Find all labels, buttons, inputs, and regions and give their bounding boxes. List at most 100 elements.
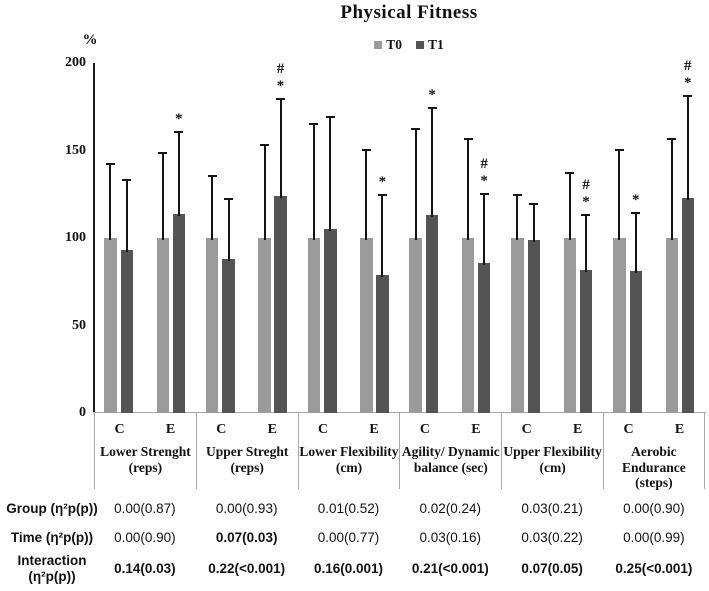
error-bar-cap (361, 148, 371, 151)
error-bar-cap (463, 138, 473, 141)
error-bar-cap (377, 194, 387, 197)
table-cell: 0.01(0.52) (317, 501, 380, 516)
error-bar-line (227, 197, 230, 261)
significance-annotation: * (684, 74, 692, 91)
category-box: C E Upper Streght (reps) (195, 413, 298, 489)
x-axis-baseline (92, 412, 706, 414)
table-row-label: Time (η²p(p)) (10, 530, 94, 545)
table-cell: 0.00(0.77) (317, 530, 380, 545)
error-bar-line (312, 122, 315, 240)
bar-t0 (156, 238, 169, 413)
legend-swatch-icon (374, 41, 383, 49)
group-label: E (165, 422, 176, 437)
error-bar-line (618, 148, 621, 240)
error-bar-line (211, 175, 214, 240)
error-bar-line (263, 143, 266, 240)
bar-t1 (222, 259, 235, 413)
error-bar-line (568, 171, 571, 240)
bar-t1 (629, 271, 642, 413)
table-cell: 0.22(<0.001) (208, 561, 286, 576)
bar-t0 (563, 238, 577, 413)
significance-annotation: * (378, 174, 387, 191)
category-box: C E Lower Strenght (reps) (94, 413, 196, 489)
category-box: C E Agility/ Dynamic balance (sec) (399, 413, 501, 489)
error-bar-line (161, 152, 164, 240)
error-bar-line (532, 203, 535, 242)
error-bar-cap (224, 197, 234, 200)
group-label: C (623, 422, 634, 437)
legend-label: T1 (428, 37, 444, 52)
error-bar-cap (512, 194, 522, 197)
error-bar-cap (325, 115, 335, 118)
table-cell: 0.21(<0.001) (411, 561, 489, 576)
bar-t0 (613, 238, 626, 413)
y-tick-label: 200 (65, 55, 86, 70)
category-box: C E Aerobic Endurance (steps) (603, 413, 705, 490)
bar-t1 (527, 239, 541, 413)
group-label: C (419, 422, 430, 437)
legend-label: T0 (386, 37, 402, 52)
error-bar-cap (683, 94, 693, 97)
error-bar-line (109, 162, 112, 240)
group-label: E (674, 422, 685, 437)
significance-annotation: # (684, 57, 692, 74)
significance-annotation: * (428, 86, 436, 103)
table-cell: 0.00(0.93) (215, 501, 278, 516)
group-label: C (521, 422, 532, 437)
error-bar-line (177, 131, 180, 216)
y-tick-label: 150 (65, 142, 86, 158)
bar-t0 (205, 238, 219, 413)
bar-t1 (120, 250, 133, 413)
bar-t0 (360, 238, 373, 413)
category-box: C E Lower Flexibility (cm) (297, 413, 400, 489)
table-cell: 0.16(0.001) (313, 561, 384, 576)
error-bar-cap (427, 106, 437, 109)
group-label: C (216, 422, 227, 437)
error-bar-line (584, 213, 587, 272)
error-bar-cap (411, 127, 421, 130)
category-label: Agility/ Dynamic balance (sec) (401, 444, 500, 475)
group-label: E (573, 422, 583, 437)
error-bar-cap (581, 213, 591, 216)
bar-t1 (477, 262, 491, 413)
error-bar-line (670, 138, 673, 240)
error-bar-cap (309, 122, 319, 125)
table-cell: 0.25(<0.001) (615, 561, 693, 576)
error-bar-line (279, 98, 282, 198)
bar-t1 (579, 269, 593, 413)
bar-t1 (274, 196, 287, 413)
table-cell: 0.00(0.87) (114, 501, 176, 516)
group-label: C (114, 422, 125, 437)
significance-annotation: * (582, 193, 590, 210)
y-axis-unit-label: % (82, 32, 98, 48)
group-label: E (267, 422, 277, 437)
table-row-label: Group (η²p(p)) (6, 501, 98, 516)
error-bar-cap (479, 192, 489, 195)
category-label: Lower Strenght (reps) (100, 444, 191, 475)
error-bar-cap (529, 203, 539, 205)
table-cell: 0.07(0.03) (215, 530, 278, 545)
table-cell: 0.07(0.05) (521, 561, 583, 576)
bar-t0 (307, 238, 321, 413)
error-bar-cap (614, 148, 624, 151)
table-cell: 0.14(0.03) (114, 561, 176, 576)
significance-annotation: # (276, 61, 285, 77)
error-bar-cap (260, 143, 270, 146)
category-label: Upper Flexibility (cm) (503, 444, 602, 475)
table-cell: 0.03(0.22) (521, 530, 583, 545)
error-bar-line (365, 148, 368, 240)
error-bar-line (483, 192, 486, 265)
table-cell: 0.00(0.90) (623, 501, 685, 516)
error-bar-cap (207, 175, 217, 177)
y-tick-label: 100 (65, 230, 86, 245)
bar-t0 (665, 238, 678, 413)
significance-annotation: # (582, 176, 590, 193)
category-box: C E Upper Flexibility (cm) (501, 413, 603, 489)
bar-t1 (324, 229, 337, 413)
bar-t1 (681, 197, 694, 413)
bar-t0 (104, 238, 117, 413)
group-label: C (318, 422, 329, 437)
bar-t1 (376, 274, 389, 413)
significance-annotation: * (632, 191, 640, 208)
y-tick-label: 50 (72, 317, 86, 333)
